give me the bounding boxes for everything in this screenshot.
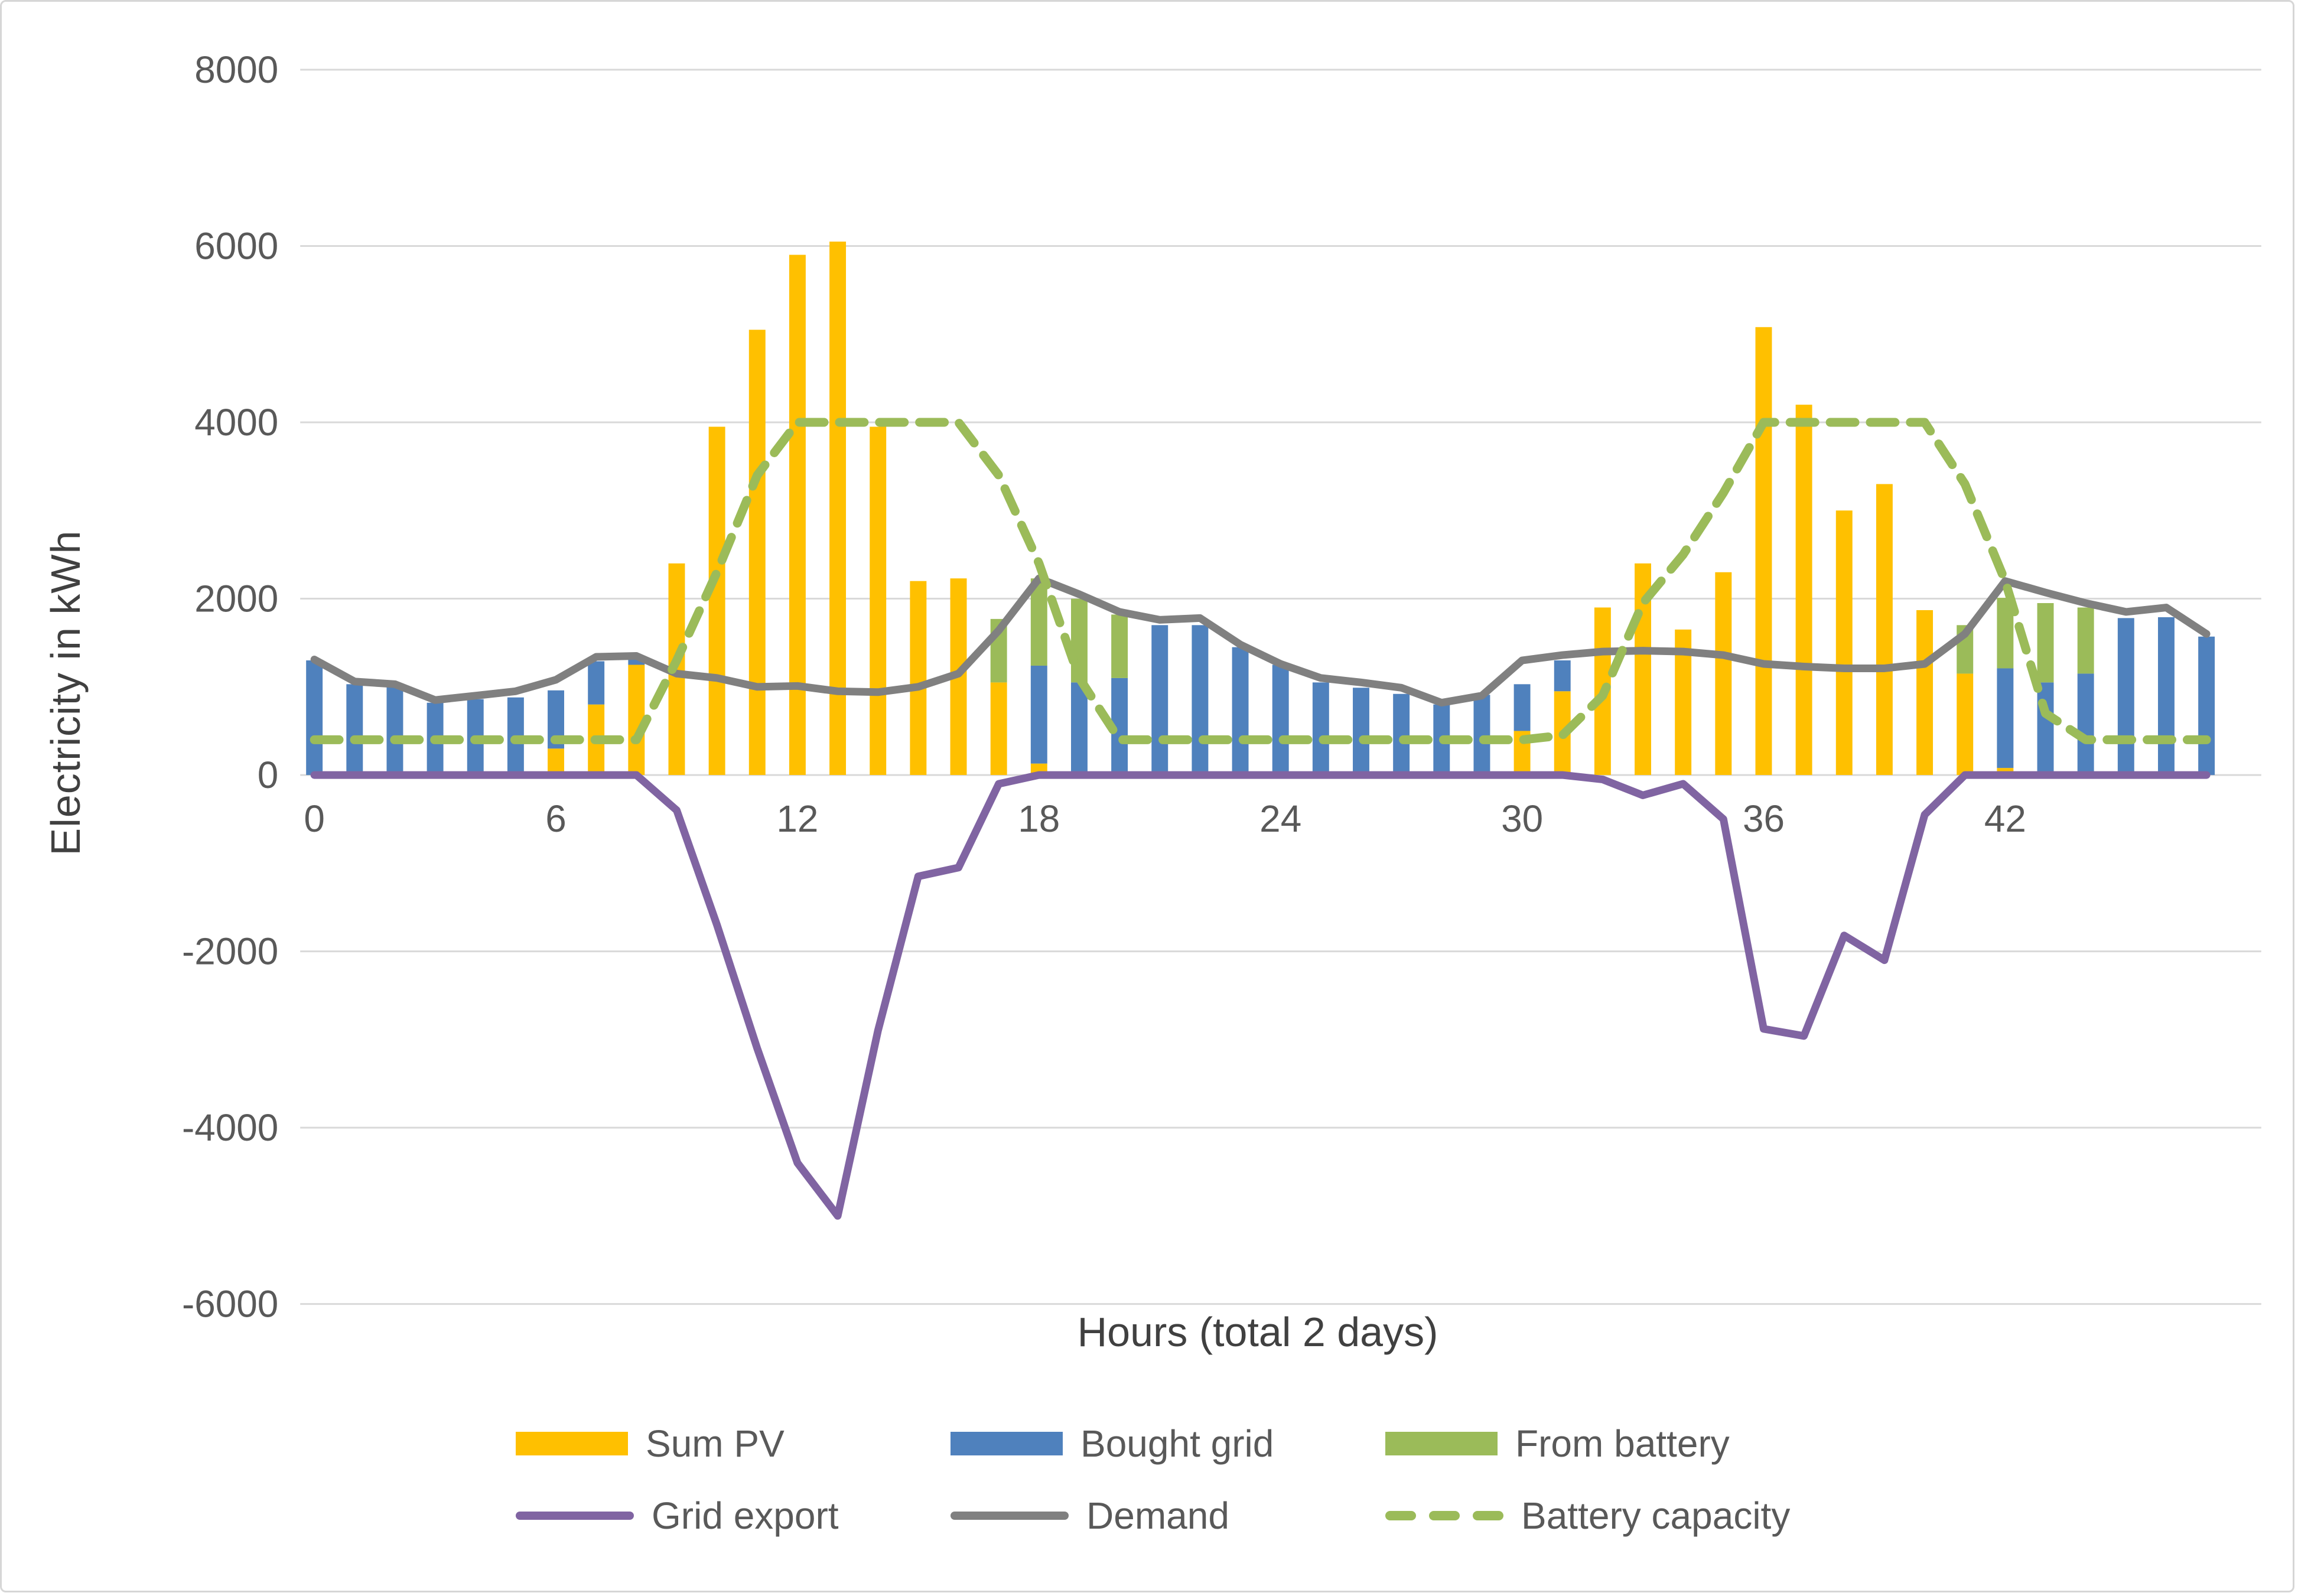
x-axis-title: Hours (total 2 days) [1077,1309,1438,1355]
legend-label: Demand [1086,1494,1229,1537]
bar-bought-grid [1353,688,1369,776]
legend-item-grid-export: Grid export [516,1494,839,1538]
y-tick-label: 6000 [194,224,278,267]
bar-bought-grid [2117,618,2134,776]
legend-label: Battery capacity [1521,1494,1791,1537]
y-axis-title: Electricity in kWh [43,530,89,856]
y-tick-label: 0 [258,754,279,796]
x-tick-label: 18 [1018,797,1060,840]
bar-bought-grid [1030,665,1047,764]
y-tick-label: 8000 [194,48,278,91]
from-battery-swatch [1385,1432,1498,1455]
bar-bought-grid [1513,684,1531,731]
line-demand [310,574,2211,707]
bar-bought-grid [306,660,323,776]
battery-capacity-swatch [1385,1511,1503,1520]
bar-sum-pv [990,682,1007,776]
bar-bought-grid [2037,682,2054,776]
demand-swatch [951,1512,1069,1520]
legend-label: Bought grid [1080,1422,1274,1465]
legend-item-from-battery: From battery [1385,1422,1730,1465]
legend-label: Grid export [652,1494,839,1537]
bar-bought-grid [2077,673,2094,776]
legend-item-bought-grid: Bought grid [951,1422,1274,1465]
bar-from-battery [1111,614,1128,678]
bar-sum-pv [1715,572,1732,776]
bar-bought-grid [1393,693,1410,776]
grid-export-swatch [516,1512,634,1520]
y-tick-label: -2000 [182,930,278,973]
legend-item-demand: Demand [951,1494,1229,1538]
y-tick-label: -6000 [182,1283,278,1325]
x-tick-label: 12 [776,797,818,840]
bar-sum-pv [1835,510,1853,776]
x-tick-label: 42 [1984,797,2026,840]
bar-bought-grid [1192,625,1209,776]
bar-sum-pv [1957,673,1974,776]
bar-from-battery [1070,598,1088,683]
bar-bought-grid [386,686,403,776]
sum-pv-swatch [516,1432,628,1455]
x-tick-label: 6 [545,797,567,840]
line-battery-capacity [310,418,2211,744]
bar-from-battery [2077,607,2094,674]
x-tick-label: 30 [1501,797,1543,840]
bar-bought-grid [346,684,363,776]
x-tick-label: 0 [304,797,325,840]
bar-bought-grid [1232,647,1249,776]
bar-sum-pv [870,426,887,776]
bought-grid-swatch [951,1432,1063,1455]
y-tick-label: 2000 [194,578,278,620]
bar-bought-grid [1997,668,2014,768]
bar-from-battery [1030,578,1047,666]
bar-sum-pv [708,426,725,776]
bar-sum-pv [829,242,847,776]
bar-sum-pv [1795,405,1812,776]
legend-item-battery-capacity: Battery capacity [1385,1494,1790,1538]
bar-sum-pv [548,748,565,776]
bar-sum-pv [789,255,806,776]
bar-bought-grid [2198,636,2215,776]
bar-sum-pv [1755,327,1772,776]
legend-label: Sum PV [646,1422,785,1465]
bar-bought-grid [1554,660,1571,692]
legend-label: From battery [1515,1422,1730,1465]
bar-bought-grid [1070,682,1088,776]
y-tick-label: 4000 [194,401,278,444]
bar-bought-grid [1312,682,1329,776]
y-tick-label: -4000 [182,1106,278,1149]
x-tick-label: 24 [1259,797,1301,840]
bar-sum-pv [910,581,927,776]
bar-bought-grid [1151,625,1168,776]
bar-bought-grid [2157,617,2175,776]
x-tick-label: 36 [1743,797,1785,840]
line-grid-export [310,771,2211,1220]
bar-from-battery [2037,603,2054,683]
bar-sum-pv [1876,484,1893,776]
bar-bought-grid [1272,665,1289,776]
bar-sum-pv [748,330,766,776]
bar-bought-grid [1473,695,1490,772]
bar-sum-pv [1916,610,1934,776]
legend-item-sum-pv: Sum PV [516,1422,785,1465]
bar-bought-grid [588,661,605,705]
